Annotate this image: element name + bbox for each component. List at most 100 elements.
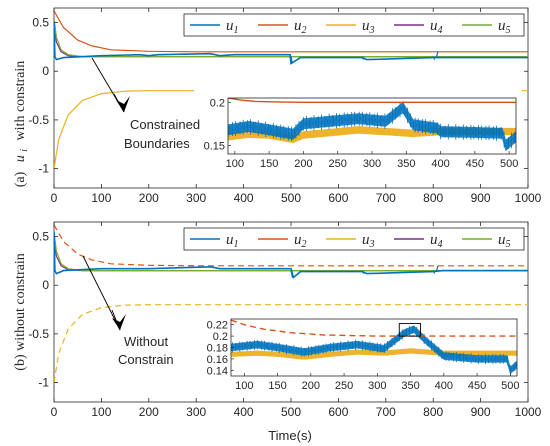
inset-x-tick-label: 450 [466, 158, 484, 170]
inset-x-tick-label: 150 [268, 380, 286, 392]
inset-y-tick-label: 0.14 [207, 365, 228, 377]
y-tick-label: 0.5 [32, 230, 49, 244]
panel-a-inset: 100 150 200 250 300 350 400 450 500 0.2 0.15 [194, 90, 522, 174]
legend-label-u4: u4 [430, 232, 443, 250]
x-tick-label: 700 [376, 405, 396, 419]
x-tick-label: 800 [423, 191, 443, 205]
panel-b-annotation-line-1: Without [124, 334, 168, 349]
inset-series-u2-line [228, 98, 516, 103]
series-u1-spike [435, 51, 439, 57]
panel-a-annotation: Constrained Boundaries [91, 57, 200, 151]
y-tick-label: -0.5 [28, 113, 49, 127]
inset-x-tick-label: 500 [500, 158, 518, 170]
y-tick-label: -1 [38, 162, 49, 176]
legend-label-u5: u5 [498, 18, 511, 36]
panel-b-annotation-line-2: Constrain [118, 352, 174, 367]
panel-b-ylabel: (b) without constrain [13, 253, 28, 370]
legend-label-u1: u1 [226, 18, 239, 36]
inset-x-tick-label: 150 [260, 158, 278, 170]
inset-series-u2-line [231, 319, 517, 337]
series-u1-spike [432, 56, 436, 60]
x-tick-label: 1000 [515, 405, 542, 419]
svg-text:(a) u i: (a) u i with constrain [13, 61, 31, 188]
series-u1-line [54, 22, 528, 65]
x-tick-label: 300 [186, 191, 206, 205]
inset-y-tick-label: 0.2 [210, 97, 225, 109]
x-tick-label: 400 [234, 191, 254, 205]
series-u1-spike [432, 270, 436, 274]
y-tick-label: 0 [42, 278, 49, 292]
inset-y-tick-label: 0.15 [204, 140, 225, 152]
x-tick-label: 100 [91, 405, 111, 419]
panel-a-ylabel-sub: i [19, 149, 30, 152]
x-tick-label: 1000 [515, 191, 542, 205]
x-tick-label: 300 [186, 405, 206, 419]
panel-b-annotation: Without Constrain [82, 255, 174, 367]
y-tick-label: -1 [38, 376, 49, 390]
inset-y-tick-label: 0.18 [207, 343, 228, 355]
x-tick-label: 0 [51, 405, 58, 419]
legend-label-u4: u4 [430, 18, 443, 36]
inset-y-tick-label: 0.22 [207, 320, 228, 332]
inset-y-tick-label: 0.16 [207, 354, 228, 366]
x-tick-label: 500 [281, 191, 301, 205]
inset-series-u1-noise [228, 101, 515, 150]
panel-a-ylabel: (a) u i with constrain [13, 61, 31, 188]
panel-a-annotation-line-1: Constrained [130, 117, 200, 132]
inset-x-tick-label: 400 [431, 158, 449, 170]
inset-x-tick-label: 100 [226, 158, 244, 170]
x-tick-label: 900 [471, 405, 491, 419]
series-u1-spike [361, 270, 365, 274]
inset-x-tick-label: 200 [302, 380, 320, 392]
panel-a-ylabel-rest: with constrain [13, 61, 28, 141]
panel-a-annotation-line-2: Boundaries [124, 136, 190, 151]
inset-x-tick-label: 100 [235, 380, 253, 392]
panel-a: 0 100 200 300 400 500 600 700 800 900 1000 0.5 0 -0.5… [13, 7, 542, 205]
x-tick-label: 700 [376, 191, 396, 205]
panel-a-ylabel-prefix: (a) [13, 171, 28, 187]
x-tick-label: 600 [328, 405, 348, 419]
series-u3-line [54, 304, 528, 383]
y-tick-label: 0 [42, 64, 49, 78]
inset-y-tick-label: 0.2 [213, 331, 228, 343]
x-tick-label: 600 [328, 191, 348, 205]
panel-b-legend: u1 u2 u3 u4 u5 [183, 227, 525, 251]
series-u3-line [54, 90, 528, 169]
series-u1-spike [361, 56, 365, 60]
inset-x-tick-label: 400 [435, 380, 453, 392]
inset-zoom-box [398, 323, 422, 337]
panel-a-ylabel-var: u [13, 155, 28, 162]
series-u1-spike [290, 270, 294, 278]
inset-x-tick-label: 200 [294, 158, 312, 170]
inset-x-tick-label: 250 [335, 380, 353, 392]
panel-b-inset: 100 150 200 250 300 350 400 450 5000.220.20.180.… [197, 311, 523, 396]
legend-label-u1: u1 [226, 232, 239, 250]
inset-x-tick-label: 300 [368, 380, 386, 392]
series-u5-line [54, 231, 528, 272]
panel-a-ticks: 0 100 200 300 400 500 600 700 800 900 1000 0.5 0 -0.5… [28, 8, 542, 205]
series-u1-line [54, 231, 528, 279]
legend-label-u3: u3 [362, 232, 375, 250]
series-u1-spike [435, 265, 439, 271]
inset-x-tick-label: 350 [401, 380, 419, 392]
inset-x-tick-label: 350 [397, 158, 415, 170]
x-tick-label: 100 [91, 191, 111, 205]
legend-label-u2: u2 [294, 18, 307, 36]
inset-series-u1-band [228, 101, 516, 152]
x-tick-label: 400 [234, 405, 254, 419]
panel-a-legend: u1 u2 u3 u4 u5 [183, 13, 525, 37]
inset-x-tick-label: 450 [468, 380, 486, 392]
panel-b: 0 100 200 300 400 500 600 700 800 900 1000 0.5 0 -0.5… [13, 221, 542, 443]
inset-x-tick-label: 250 [329, 158, 347, 170]
series-u1-spike [290, 56, 294, 64]
series-u2-line [54, 224, 528, 267]
annotation-arrow-head [116, 96, 130, 112]
legend-label-u5: u5 [498, 232, 511, 250]
x-tick-label: 800 [423, 405, 443, 419]
y-tick-label: 0.5 [32, 16, 49, 30]
legend-label-u2: u2 [294, 232, 307, 250]
inset-x-tick-label: 300 [363, 158, 381, 170]
x-tick-label: 900 [471, 191, 491, 205]
panel-b-ylabel-text: (b) without constrain [13, 253, 28, 370]
